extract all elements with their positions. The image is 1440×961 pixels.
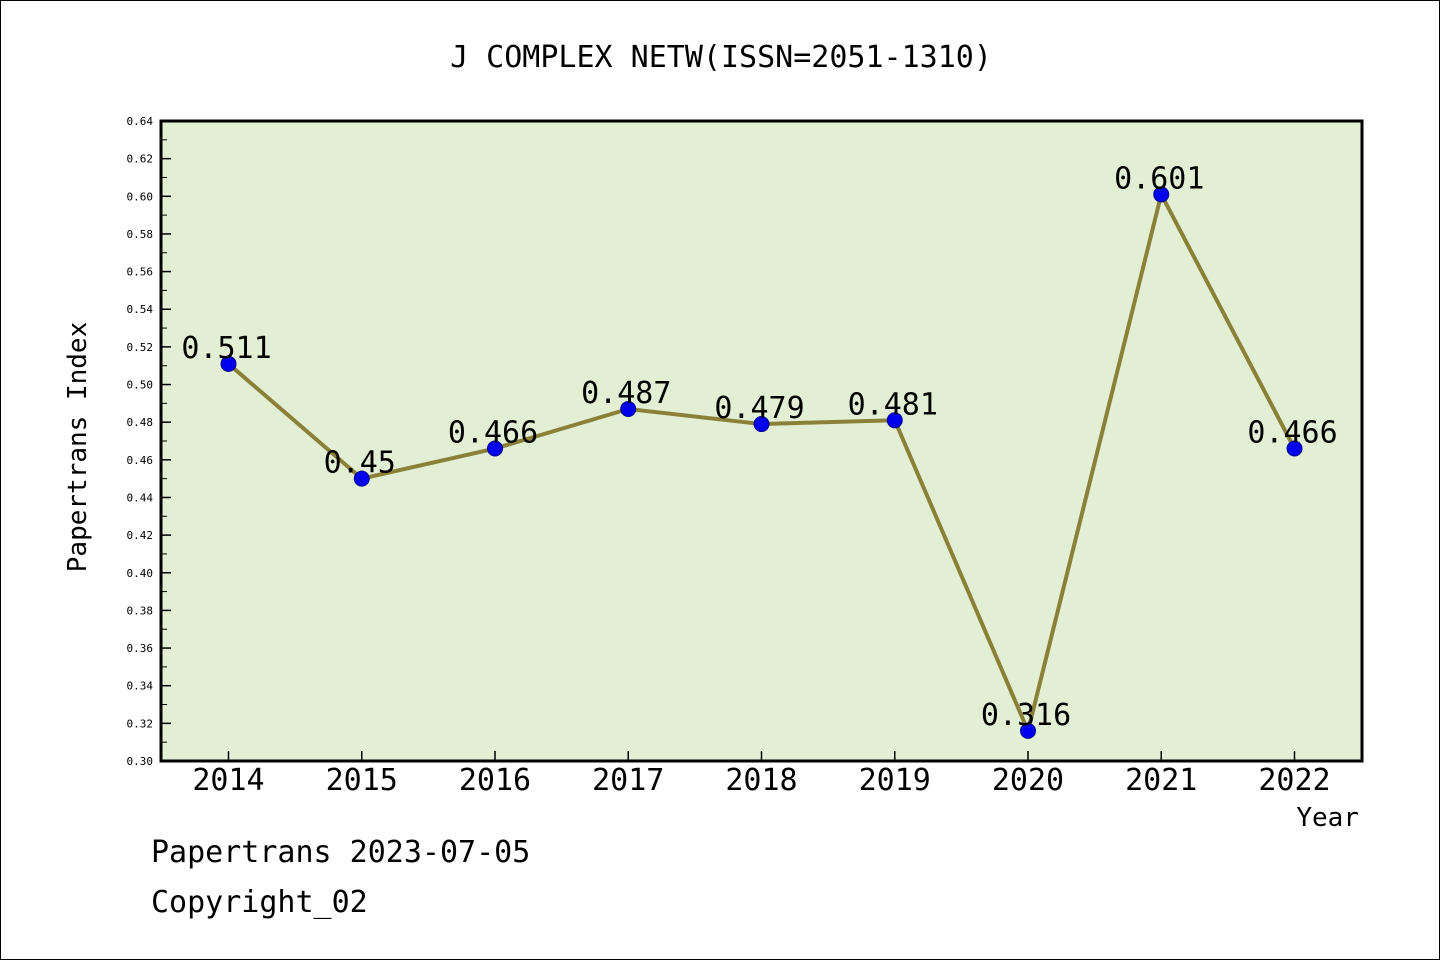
data-point [487, 440, 503, 457]
data-point [1153, 186, 1170, 203]
data-point [753, 416, 770, 433]
y-tick-label: 0.64 [127, 115, 154, 128]
y-tick-label: 0.54 [127, 303, 154, 316]
data-label: 0.316 [981, 698, 1071, 733]
y-tick-label: 0.36 [127, 642, 154, 655]
y-tick-label: 0.38 [127, 604, 154, 617]
data-label: 0.45 [324, 446, 396, 481]
y-tick-label: 0.34 [127, 680, 154, 693]
data-label: 0.601 [1114, 161, 1204, 196]
footer-date: Papertrans 2023-07-05 [151, 835, 531, 870]
plot-area [159, 119, 1364, 763]
series-line-group: 0.511 0.45 0.466 0.487 0.479 0.481 0.316 0.601 0… [181, 161, 1338, 739]
data-point [1286, 440, 1303, 457]
y-tick-label: 0.32 [127, 717, 154, 730]
y-tick-label: 0.60 [127, 190, 154, 203]
y-tick-label: 0.62 [127, 153, 154, 166]
x-axis-label: Year [1296, 803, 1359, 833]
data-point [620, 401, 637, 417]
data-point [220, 355, 237, 372]
y-axis-label: Papertrans Index [63, 322, 93, 572]
y-tick-label: 0.42 [127, 529, 154, 542]
data-point [1020, 722, 1036, 739]
data-label: 0.479 [714, 391, 804, 426]
x-tick-label: 2022 [1258, 763, 1330, 798]
data-point [353, 470, 370, 487]
y-axis-ticks: 0.30 0.32 0.34 0.36 0.38 0.40 0.42 0.44 0.46 0.48… [127, 115, 171, 768]
y-tick-label: 0.44 [127, 491, 154, 504]
data-point [886, 412, 903, 429]
y-tick-label: 0.46 [127, 454, 154, 467]
data-label: 0.487 [581, 376, 671, 411]
data-label: 0.481 [848, 387, 938, 422]
data-label: 0.511 [181, 331, 271, 366]
y-tick-label: 0.48 [127, 416, 154, 429]
y-tick-label: 0.50 [127, 379, 154, 392]
y-tick-label: 0.58 [127, 228, 154, 241]
data-label: 0.466 [448, 416, 538, 451]
x-tick-label: 2014 [192, 763, 264, 798]
x-tick-label: 2015 [326, 763, 398, 798]
y-tick-label: 0.52 [127, 341, 154, 354]
y-tick-label: 0.40 [127, 567, 154, 580]
chart-title: J COMPLEX NETW(ISSN=2051-1310) [450, 40, 992, 75]
x-tick-label: 2017 [592, 763, 664, 798]
y-tick-label: 0.56 [127, 266, 154, 279]
x-tick-label: 2021 [1125, 763, 1197, 798]
x-tick-label: 2016 [459, 763, 531, 798]
x-tick-label: 2018 [725, 763, 797, 798]
x-axis-ticks: 2014 2015 2016 2017 2018 2019 2020 2021 2022 [192, 751, 1331, 798]
data-label: 0.466 [1247, 416, 1337, 451]
footer-copyright: Copyright_02 [151, 885, 368, 920]
x-tick-label: 2019 [859, 763, 931, 798]
x-tick-label: 2020 [992, 763, 1064, 798]
y-tick-label: 0.30 [127, 755, 154, 768]
